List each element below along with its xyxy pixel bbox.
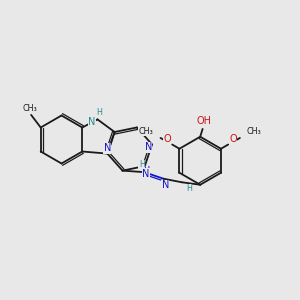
Text: N: N	[104, 143, 111, 153]
Text: H: H	[96, 108, 102, 117]
Text: H: H	[139, 160, 145, 169]
Text: O: O	[230, 134, 237, 144]
Text: OH: OH	[197, 116, 212, 126]
Text: O: O	[163, 134, 171, 144]
Text: N: N	[162, 180, 169, 190]
Text: N: N	[142, 169, 149, 178]
Text: CH₃: CH₃	[138, 127, 153, 136]
Text: CH₃: CH₃	[247, 127, 262, 136]
Text: H: H	[186, 184, 192, 194]
Text: CH₃: CH₃	[22, 104, 37, 113]
Text: N: N	[145, 142, 152, 152]
Text: N: N	[88, 117, 96, 127]
Text: N: N	[142, 167, 150, 176]
